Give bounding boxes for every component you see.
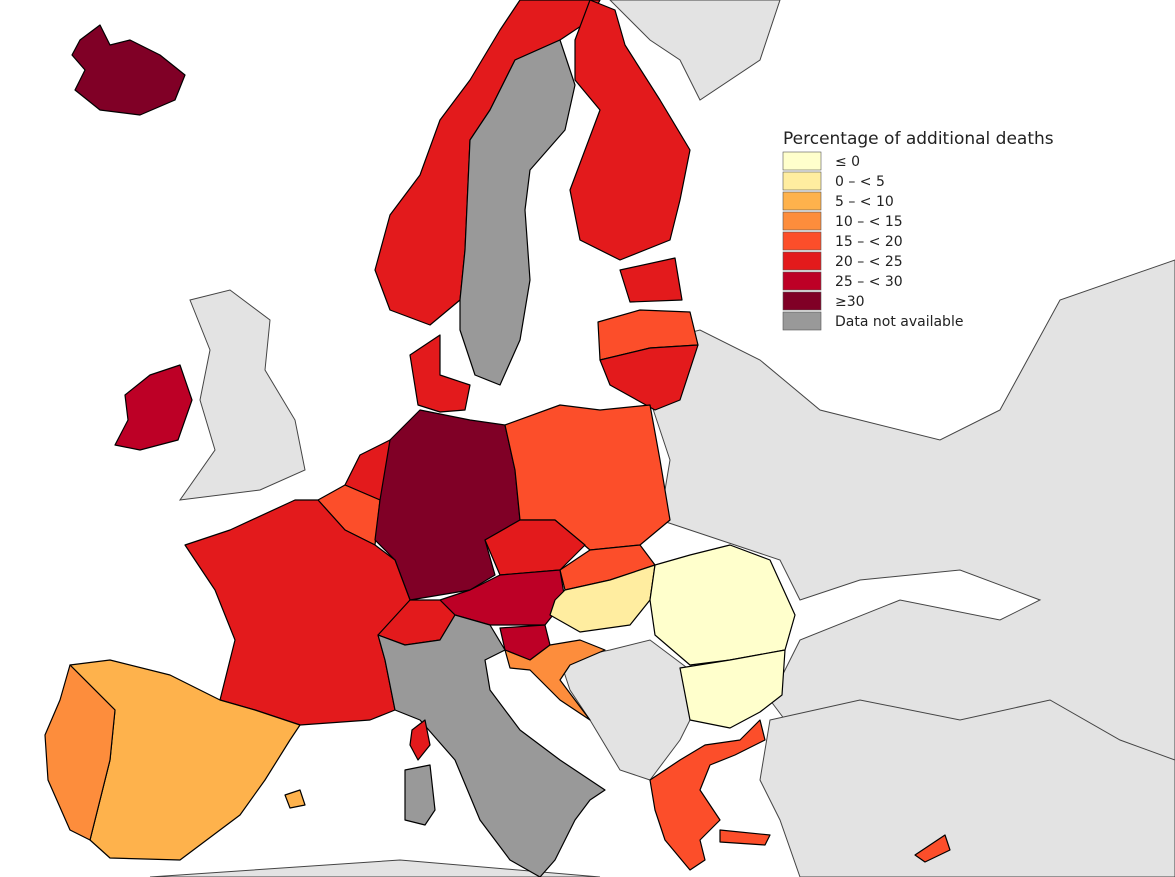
legend: Percentage of additional deaths ≤ 0 0 – <… — [782, 129, 1054, 331]
croatia — [504, 639, 606, 721]
legend-swatch — [782, 211, 822, 231]
north-russia — [609, 0, 781, 101]
bulgaria — [679, 649, 786, 729]
legend-label: ≥30 — [835, 294, 865, 310]
germany — [374, 409, 521, 601]
legend-label: Data not available — [835, 314, 963, 330]
legend-swatch — [782, 251, 822, 271]
italy — [377, 614, 606, 877]
iceland — [71, 24, 186, 116]
finland — [569, 0, 691, 261]
legend-swatch — [782, 191, 822, 211]
crete — [719, 829, 771, 846]
romania — [649, 544, 796, 666]
lithuania — [599, 344, 699, 411]
sweden — [459, 39, 576, 386]
legend-label: ≤ 0 — [835, 154, 860, 170]
legend-swatch — [782, 171, 822, 191]
legend-swatch — [782, 271, 822, 291]
north-africa — [149, 859, 601, 877]
portugal — [44, 664, 116, 841]
uk — [178, 289, 306, 501]
legend-swatch — [782, 311, 822, 331]
cyprus — [914, 834, 951, 863]
non-eu-land — [149, 0, 1175, 877]
legend-label: 10 – < 15 — [835, 214, 903, 230]
countries — [44, 0, 951, 877]
sardinia — [404, 764, 436, 826]
legend-title: Percentage of additional deaths — [783, 129, 1054, 149]
greece — [649, 719, 766, 871]
corsica — [409, 719, 431, 761]
legend-label: 5 – < 10 — [835, 194, 894, 210]
balkans — [559, 639, 691, 781]
ireland — [114, 364, 193, 451]
denmark — [409, 334, 471, 413]
balearics — [284, 789, 306, 809]
legend-label: 0 – < 5 — [835, 174, 885, 190]
poland — [504, 404, 671, 551]
legend-swatch — [782, 151, 822, 171]
legend-label: 20 – < 25 — [835, 254, 903, 270]
legend-label: 15 – < 20 — [835, 234, 903, 250]
turkey — [759, 699, 1175, 877]
norway — [374, 0, 601, 326]
legend-swatch — [782, 231, 822, 251]
legend-swatch — [782, 291, 822, 311]
estonia — [619, 257, 683, 303]
legend-label: 25 – < 30 — [835, 274, 903, 290]
